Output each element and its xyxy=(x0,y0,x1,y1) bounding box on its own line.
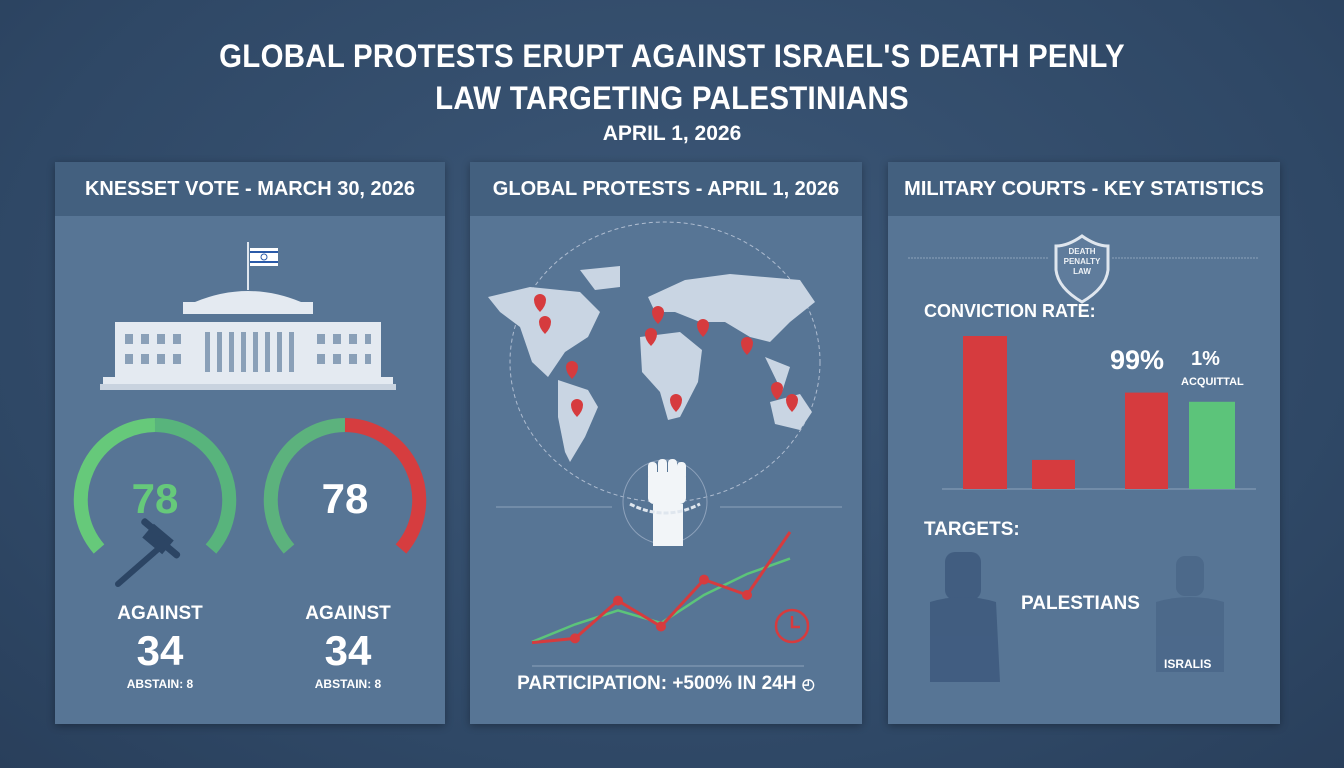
target-secondary: ISRALIS xyxy=(1164,657,1212,671)
panel-title: MILITARY COURTS - KEY STATISTICS xyxy=(888,162,1280,216)
map-pin-icon xyxy=(566,361,578,379)
military-courts-panel: MILITARY COURTS - KEY STATISTICS DEATH P… xyxy=(888,162,1280,724)
gauge-1-count: 34 xyxy=(136,627,184,674)
gauge-1-label: AGAINST xyxy=(117,603,203,624)
conviction-rate-label: CONVICTION RATE: xyxy=(924,301,1096,321)
map-pin-icon xyxy=(534,294,546,312)
world-map-icon xyxy=(488,266,815,462)
knesset-graphics xyxy=(73,242,427,587)
acquittal-value: 1% xyxy=(1191,348,1220,370)
gauge-1-value: 78 xyxy=(131,475,179,522)
person-silhouette-large xyxy=(930,552,1000,682)
targets-label: TARGETS: xyxy=(924,519,1020,540)
parliament-building-icon xyxy=(100,291,396,390)
person-silhouette-small xyxy=(1156,556,1224,672)
gauge-2-label: AGAINST xyxy=(305,603,391,624)
knesset-vote-panel: KNESSET VOTE - MARCH 30, 2026 xyxy=(55,162,445,724)
page-title-line2: LAW TARGETING PALESTINIANS xyxy=(435,80,909,116)
timer-icon: ◴ xyxy=(801,676,815,693)
panel-title: KNESSET VOTE - MARCH 30, 2026 xyxy=(55,162,445,216)
map-pin-icon xyxy=(645,328,657,346)
shield-text: DEATH PENALTY LAW xyxy=(1063,247,1101,276)
map-pin-icon xyxy=(771,382,783,400)
trend-point xyxy=(570,633,580,644)
participation-stat: PARTICIPATION: +500% IN 24H ◴ xyxy=(470,673,862,695)
gauge-1-abstain: ABSTAIN: 8 xyxy=(126,677,194,691)
protests-graphics xyxy=(488,221,842,667)
gauge-1 xyxy=(73,418,237,554)
map-pin-icon xyxy=(652,306,664,324)
map-pin-icon xyxy=(741,337,753,355)
participation-text: PARTICIPATION: +500% IN 24H xyxy=(517,673,797,694)
trend-point xyxy=(742,590,752,600)
trend-point xyxy=(613,595,623,606)
acquittal-label: ACQUITTAL xyxy=(1181,376,1244,388)
gauge-2 xyxy=(263,418,427,554)
panel-title: GLOBAL PROTESTS - APRIL 1, 2026 xyxy=(470,162,862,216)
map-pin-icon xyxy=(786,394,798,412)
map-pin-icon xyxy=(670,394,682,412)
israel-flag-icon xyxy=(247,242,278,290)
gavel-icon xyxy=(115,518,181,587)
map-pin-icon xyxy=(571,399,583,417)
raised-fist-chain-icon xyxy=(629,459,701,546)
target-primary: PALESTIANS xyxy=(1021,593,1140,614)
shield-icon xyxy=(1054,234,1110,304)
gauge-2-value: 78 xyxy=(321,475,369,522)
gauge-2-count: 34 xyxy=(324,627,372,674)
gauge-2-abstain: ABSTAIN: 8 xyxy=(314,677,382,691)
conviction-bar xyxy=(1189,401,1235,489)
global-protests-panel: GLOBAL PROTESTS - APRIL 1, 2026 xyxy=(470,162,862,724)
map-pin-icons xyxy=(534,294,798,417)
conviction-bar xyxy=(1125,392,1168,489)
courts-graphics xyxy=(908,234,1258,682)
conviction-rate-value: 99% xyxy=(1110,345,1165,375)
map-pin-icon xyxy=(539,316,551,334)
page-date: APRIL 1, 2026 xyxy=(602,122,742,145)
trend-point xyxy=(699,574,709,585)
map-pin-icon xyxy=(697,319,709,337)
trend-point xyxy=(656,621,666,632)
page-title-line1: GLOBAL PROTESTS ERUPT AGAINST ISRAEL'S D… xyxy=(219,38,1125,74)
conviction-bar xyxy=(1032,459,1075,489)
clock-icon xyxy=(774,608,810,644)
conviction-bar xyxy=(963,336,1007,489)
